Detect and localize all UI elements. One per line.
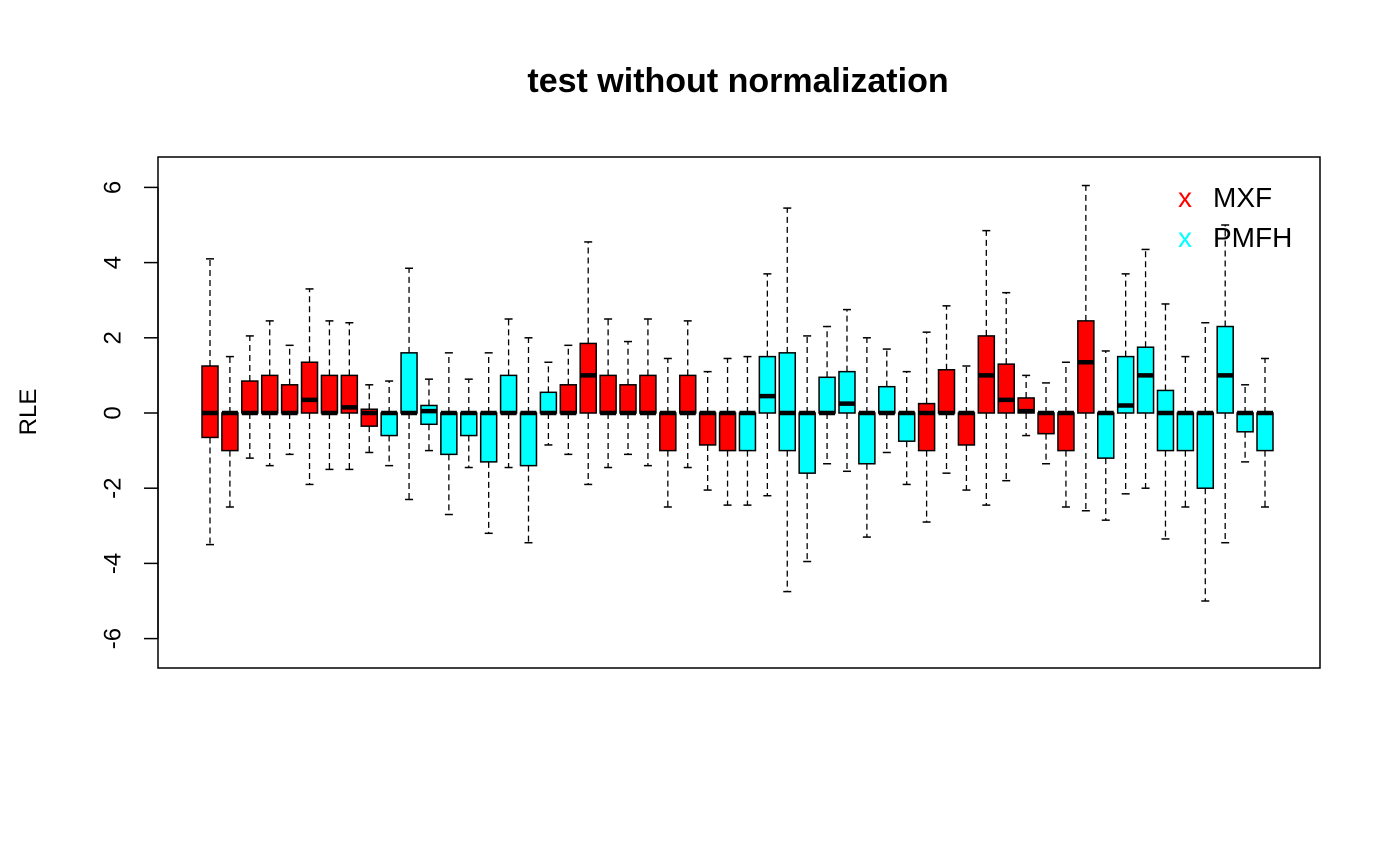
box-body bbox=[1256, 412, 1274, 452]
box-body bbox=[738, 412, 757, 452]
box-body bbox=[1116, 355, 1135, 414]
legend: x MXF x PMFH bbox=[1178, 182, 1292, 253]
y-tick-label: 4 bbox=[99, 256, 126, 269]
box-body bbox=[1136, 346, 1155, 414]
box-body bbox=[639, 374, 657, 414]
box-body bbox=[280, 384, 299, 414]
box-body bbox=[559, 384, 578, 414]
box-body bbox=[1037, 412, 1055, 435]
box-body bbox=[718, 412, 737, 452]
box-body bbox=[698, 412, 717, 446]
y-axis: -6 -4 -2 0 2 4 6 bbox=[99, 181, 159, 649]
box-body bbox=[380, 412, 398, 437]
box-body bbox=[320, 374, 339, 414]
box-body bbox=[1156, 389, 1175, 452]
box-body bbox=[201, 365, 219, 439]
box-body bbox=[499, 374, 518, 414]
box-body bbox=[519, 412, 538, 467]
box-body bbox=[678, 374, 697, 414]
box-body bbox=[818, 376, 836, 414]
y-tick-label: 6 bbox=[99, 181, 126, 194]
box-body bbox=[599, 374, 617, 414]
box-body bbox=[1196, 412, 1215, 489]
box-body bbox=[1057, 412, 1075, 452]
chart-title: test without normalization bbox=[527, 62, 948, 100]
box-body bbox=[420, 404, 438, 426]
y-axis-label: RLE bbox=[15, 389, 42, 436]
box-body bbox=[758, 355, 777, 414]
boxes-group bbox=[201, 184, 1274, 602]
box-body bbox=[778, 352, 797, 452]
box-body bbox=[937, 369, 956, 414]
box-body bbox=[659, 412, 677, 452]
box-body bbox=[1097, 412, 1115, 459]
box-body bbox=[957, 412, 976, 446]
box-body bbox=[838, 370, 856, 414]
box-body bbox=[858, 412, 876, 465]
box-body bbox=[440, 412, 458, 456]
box-body bbox=[400, 352, 418, 414]
box-body bbox=[1236, 412, 1254, 433]
box-body bbox=[619, 384, 637, 414]
legend-label: PMFH bbox=[1213, 222, 1292, 253]
box-body bbox=[798, 412, 816, 474]
legend-marker-x: x bbox=[1178, 182, 1192, 213]
box-body bbox=[878, 385, 896, 414]
box-body bbox=[579, 342, 597, 414]
box-body bbox=[997, 363, 1015, 414]
y-tick-label: -2 bbox=[99, 478, 126, 499]
y-tick-label: 0 bbox=[99, 406, 126, 419]
box-body bbox=[260, 374, 279, 414]
box-body bbox=[1077, 320, 1095, 414]
y-tick-label: -4 bbox=[99, 553, 126, 574]
legend-marker-x: x bbox=[1178, 222, 1192, 253]
y-tick-label: 2 bbox=[99, 331, 126, 344]
box-body bbox=[897, 412, 916, 442]
box-body bbox=[539, 391, 558, 414]
box-body bbox=[300, 361, 319, 414]
box-body bbox=[241, 380, 259, 414]
box-body bbox=[460, 412, 478, 437]
box-body bbox=[479, 412, 498, 463]
box-body bbox=[1216, 325, 1234, 414]
box-body bbox=[917, 402, 936, 452]
box-body bbox=[221, 412, 239, 452]
y-tick-label: -6 bbox=[99, 628, 126, 649]
box-body bbox=[340, 374, 359, 414]
box-body bbox=[1176, 412, 1195, 452]
legend-label: MXF bbox=[1213, 182, 1272, 213]
